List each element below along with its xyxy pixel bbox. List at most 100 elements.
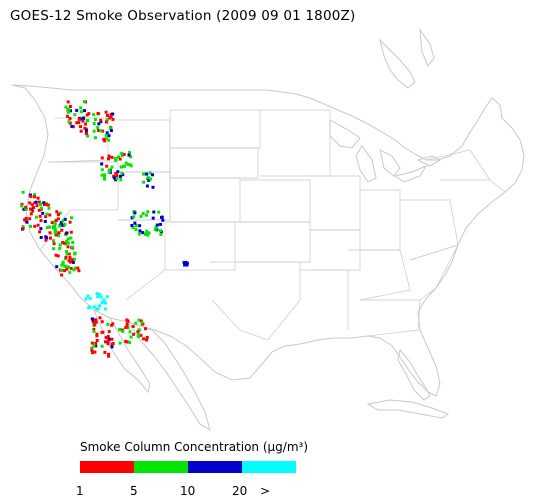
smoke-pixel (139, 214, 143, 218)
smoke-pixel (58, 211, 62, 215)
smoke-pixel (97, 122, 101, 126)
smoke-pixel (67, 252, 71, 256)
smoke-pixel (113, 156, 117, 160)
smoke-pixel (66, 245, 70, 249)
smoke-pixel (29, 195, 33, 198)
smoke-pixel (159, 229, 162, 233)
smoke-pixel (65, 231, 69, 235)
smoke-pixel (61, 219, 65, 223)
smoke-pixel (112, 174, 116, 178)
smoke-pixel (28, 217, 32, 221)
smoke-pixel (109, 112, 113, 116)
smoke-pixel (48, 213, 52, 217)
smoke-pixel (161, 218, 165, 222)
smoke-pixel (104, 336, 108, 339)
smoke-pixel (157, 210, 161, 214)
smoke-pixel (48, 225, 51, 229)
smoke-pixel (144, 213, 148, 217)
smoke-pixel (33, 193, 37, 197)
smoke-pixel (110, 337, 114, 341)
smoke-pixel (84, 131, 88, 135)
smoke-pixel (146, 210, 150, 214)
smoke-pixel (63, 269, 67, 273)
smoke-pixel (140, 321, 144, 325)
smoke-pixel (58, 224, 62, 228)
smoke-pixel (134, 228, 138, 231)
smoke-pixel (50, 221, 54, 225)
smoke-pixel (145, 184, 149, 188)
smoke-pixel (57, 231, 61, 235)
smoke-pixel (83, 109, 86, 113)
smoke-pixel (143, 232, 147, 236)
smoke-pixel (131, 325, 135, 328)
smoke-pixel (44, 203, 48, 206)
smoke-pixel (107, 154, 111, 158)
smoke-pixel (110, 165, 114, 169)
smoke-pixel (119, 165, 123, 169)
smoke-pixel (130, 224, 134, 227)
legend-tick-gt: > (260, 484, 271, 498)
smoke-pixel (124, 326, 128, 329)
smoke-pixel (65, 114, 69, 118)
smoke-pixel (106, 342, 110, 346)
smoke-pixel (55, 210, 59, 214)
legend-tick-5: 5 (130, 484, 138, 498)
smoke-pixel (137, 232, 141, 236)
smoke-pixel (104, 340, 107, 344)
smoke-pixel (147, 231, 151, 235)
smoke-pixel (100, 168, 104, 172)
smoke-pixel (104, 133, 108, 137)
smoke-pixel (98, 304, 102, 308)
smoke-pixel (56, 213, 60, 217)
smoke-pixel (99, 295, 103, 299)
smoke-pixel (134, 224, 138, 227)
smoke-pixel (67, 110, 70, 114)
smoke-pixel (94, 320, 98, 324)
smoke-pixel (69, 236, 73, 240)
smoke-pixel (92, 343, 96, 347)
smoke-pixel (66, 241, 70, 245)
smoke-pixel (69, 109, 72, 113)
smoke-pixel (132, 215, 136, 219)
smoke-pixel (107, 157, 110, 161)
smoke-pixel (56, 254, 60, 258)
smoke-pixel (147, 178, 151, 182)
smoke-pixel (115, 177, 119, 181)
smoke-pixel (64, 264, 68, 268)
smoke-pixel (142, 337, 146, 341)
smoke-pixel (39, 219, 43, 223)
legend-bin-5-10 (134, 461, 188, 473)
smoke-pixel (133, 211, 137, 215)
smoke-pixel (138, 229, 142, 233)
smoke-pixel (104, 120, 108, 124)
smoke-pixel (101, 129, 105, 133)
smoke-pixel (119, 178, 123, 182)
smoke-pixel (185, 263, 189, 267)
smoke-pixel (68, 256, 72, 259)
smoke-pixel (122, 152, 126, 156)
smoke-pixel (118, 328, 122, 332)
legend-tick-1: 1 (76, 484, 84, 498)
smoke-pixel (96, 112, 100, 115)
smoke-pixel (105, 295, 109, 299)
smoke-pixel (39, 236, 43, 239)
smoke-pixel (96, 126, 100, 130)
smoke-pixel (66, 237, 70, 241)
smoke-pixel (133, 221, 137, 225)
smoke-pixel (60, 273, 64, 277)
smoke-pixel (105, 131, 109, 135)
map-title: GOES-12 Smoke Observation (2009 09 01 18… (10, 8, 356, 24)
smoke-pixel (139, 333, 143, 337)
smoke-pixel (63, 217, 67, 221)
smoke-pixel (106, 114, 109, 117)
smoke-pixel (91, 351, 95, 355)
smoke-pixel (64, 255, 68, 259)
smoke-pixel (151, 216, 155, 220)
smoke-pixel (90, 349, 94, 353)
smoke-pixel (63, 222, 67, 226)
smoke-pixel (92, 329, 96, 333)
smoke-pixel (32, 206, 36, 210)
smoke-pixel (137, 328, 141, 332)
smoke-pixel (94, 342, 98, 345)
smoke-pixel (60, 228, 64, 232)
